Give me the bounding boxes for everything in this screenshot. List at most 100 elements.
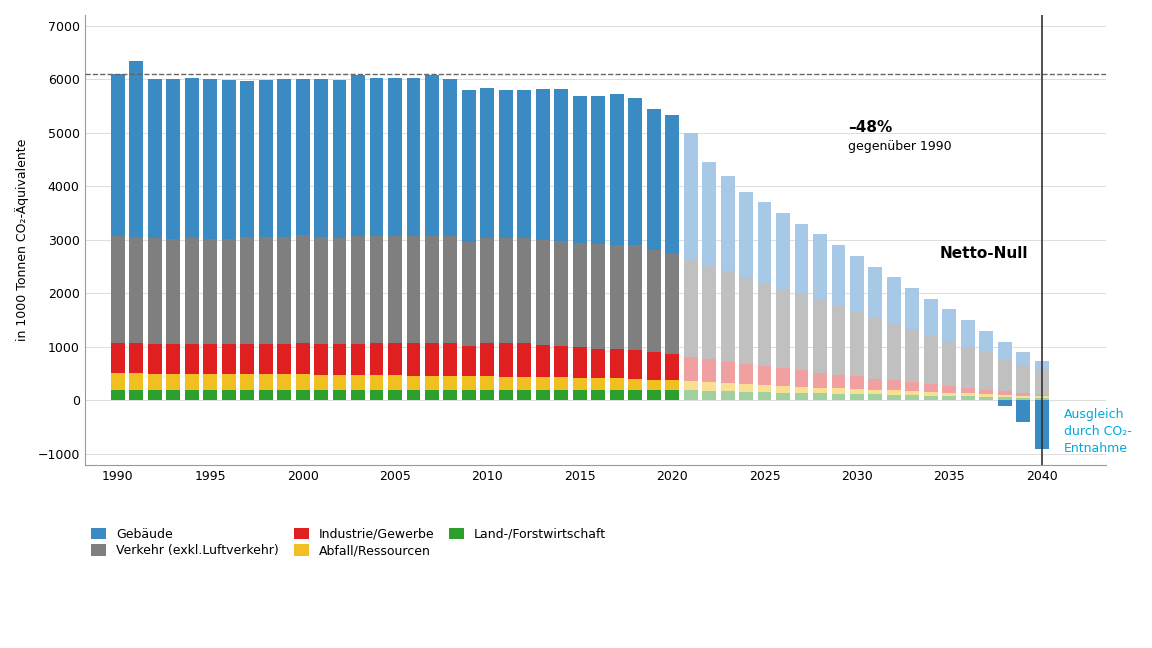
Text: gegenüber 1990: gegenüber 1990: [848, 140, 952, 153]
Bar: [203, 79, 217, 239]
Bar: [942, 393, 956, 396]
Bar: [924, 392, 938, 396]
Bar: [832, 306, 846, 375]
Bar: [259, 343, 273, 374]
Bar: [998, 395, 1011, 397]
Bar: [813, 388, 827, 393]
Bar: [296, 235, 310, 343]
Bar: [259, 374, 273, 389]
Bar: [314, 389, 328, 400]
Bar: [998, 391, 1011, 395]
Bar: [1034, 397, 1048, 398]
Bar: [887, 380, 901, 391]
Bar: [628, 98, 642, 245]
Bar: [683, 390, 698, 400]
Bar: [795, 393, 809, 400]
Bar: [665, 389, 679, 400]
Bar: [905, 391, 919, 395]
Bar: [573, 347, 586, 378]
Bar: [166, 238, 180, 343]
Bar: [905, 395, 919, 400]
Bar: [333, 344, 347, 375]
Bar: [241, 237, 255, 343]
Bar: [536, 389, 550, 400]
Bar: [221, 80, 236, 238]
Bar: [573, 242, 586, 347]
Bar: [813, 235, 827, 300]
Bar: [259, 389, 273, 400]
Bar: [462, 376, 476, 389]
Bar: [665, 354, 679, 380]
Bar: [776, 288, 790, 369]
Bar: [961, 397, 975, 400]
Bar: [351, 343, 365, 375]
Bar: [129, 343, 143, 373]
Bar: [591, 378, 605, 389]
Bar: [147, 344, 161, 374]
Bar: [703, 391, 717, 400]
Bar: [241, 81, 255, 237]
Bar: [166, 389, 180, 400]
Bar: [609, 349, 623, 378]
Bar: [554, 377, 568, 389]
Bar: [554, 346, 568, 377]
Bar: [278, 389, 291, 400]
Bar: [147, 389, 161, 400]
Bar: [887, 395, 901, 400]
Bar: [499, 238, 513, 343]
Bar: [832, 388, 846, 394]
Bar: [776, 393, 790, 400]
Bar: [905, 329, 919, 382]
Bar: [703, 359, 717, 382]
Bar: [259, 237, 273, 343]
Y-axis label: in 1000 Tonnen CO₂-Äquivalente: in 1000 Tonnen CO₂-Äquivalente: [15, 139, 29, 341]
Bar: [591, 389, 605, 400]
Bar: [184, 389, 198, 400]
Bar: [795, 387, 809, 393]
Bar: [1034, 395, 1048, 397]
Bar: [184, 374, 198, 389]
Bar: [1016, 393, 1030, 396]
Bar: [221, 238, 236, 343]
Bar: [1016, 400, 1030, 422]
Bar: [536, 377, 550, 389]
Bar: [314, 237, 328, 344]
Bar: [721, 383, 735, 391]
Bar: [573, 378, 586, 389]
Bar: [591, 349, 605, 378]
Bar: [813, 300, 827, 373]
Bar: [979, 394, 993, 397]
Bar: [536, 89, 550, 240]
Bar: [370, 375, 384, 389]
Bar: [998, 358, 1011, 391]
Bar: [129, 237, 143, 343]
Bar: [573, 97, 586, 242]
Bar: [850, 256, 864, 312]
Bar: [591, 96, 605, 244]
Bar: [573, 389, 586, 400]
Bar: [887, 277, 901, 323]
Bar: [758, 385, 772, 392]
Bar: [407, 376, 420, 389]
Bar: [444, 236, 457, 343]
Bar: [740, 391, 753, 400]
Bar: [111, 343, 124, 373]
Bar: [683, 259, 698, 356]
Bar: [480, 238, 494, 343]
Bar: [703, 162, 717, 266]
Bar: [850, 312, 864, 376]
Bar: [184, 78, 198, 238]
Text: –48%: –48%: [848, 121, 892, 135]
Bar: [388, 375, 402, 389]
Bar: [536, 240, 550, 345]
Bar: [517, 91, 531, 238]
Bar: [832, 245, 846, 306]
Legend: Gebäude, Verkehr (exkl.Luftverkehr), Industrie/Gewerbe, Abfall/Ressourcen, Land-: Gebäude, Verkehr (exkl.Luftverkehr), Ind…: [91, 527, 606, 557]
Bar: [924, 384, 938, 392]
Text: Ausgleich
durch CO₂-
Entnahme: Ausgleich durch CO₂- Entnahme: [1064, 408, 1131, 456]
Bar: [333, 389, 347, 400]
Bar: [591, 244, 605, 349]
Bar: [333, 375, 347, 389]
Bar: [480, 389, 494, 400]
Bar: [609, 245, 623, 349]
